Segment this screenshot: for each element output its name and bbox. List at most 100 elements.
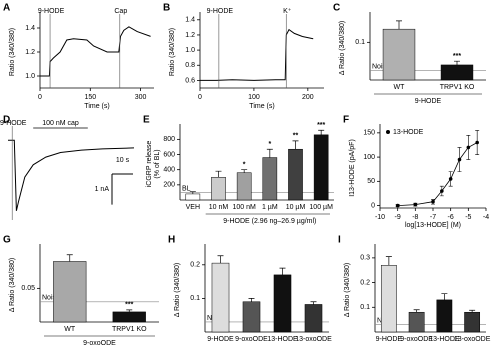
panel: IΔ Ratio (340/380)0.10.20.3Noise9-HODE9-…: [338, 235, 491, 343]
annotation: Cap: [114, 8, 127, 15]
significance: *: [268, 141, 271, 148]
x-tick-label: 0: [198, 94, 202, 101]
significance: ***: [125, 302, 133, 309]
significance: **: [293, 133, 299, 140]
panel: D9-HODE 100 nM cap 10 s 1 nA: [0, 115, 135, 220]
x-tick-label: -10: [375, 214, 385, 221]
y-axis-label: Δ Ratio (340/380): [9, 258, 16, 313]
error-bar: [292, 140, 299, 150]
y-tick-label: 50: [367, 178, 375, 185]
y-tick-label: 400: [163, 167, 175, 174]
panel-label: E: [143, 115, 150, 126]
reference-label: BL: [182, 185, 191, 192]
panel-label: C: [333, 3, 340, 14]
x-tick-label: TRPV1 KO: [440, 84, 475, 91]
x-axis-label: 9-HODE (2.96 ng–26.9 µg/ml): [223, 218, 316, 225]
y-axis-label: Ratio (340/380): [169, 28, 176, 76]
x-tick-label: 10 µM: [286, 204, 306, 211]
x-tick-label: 13-oxoODE: [295, 336, 332, 343]
error-bar: [279, 267, 286, 275]
x-tick-label: -9: [395, 214, 401, 221]
x-tick-label: WT: [64, 326, 76, 333]
point: [395, 203, 400, 208]
bar: [211, 177, 226, 201]
reference-label: Noise: [372, 63, 390, 70]
error-bar: [241, 169, 248, 173]
bar: [382, 28, 416, 81]
bar: [440, 64, 474, 81]
error-bar: [215, 170, 222, 178]
y-axis-label: Ratio (340/380): [9, 28, 16, 76]
x-tick-label: -6: [448, 214, 454, 221]
panel: HΔ Ratio (340/380)0.10.2Noise9-HODE9-oxo…: [168, 235, 332, 343]
reference-label: Noise: [42, 295, 60, 302]
annotation: 9-HODE: [207, 8, 234, 15]
bar: [313, 134, 329, 201]
y-tick-label: 600: [163, 151, 175, 158]
trace: [8, 139, 135, 211]
panel: F I13-HODE (pA/pF) 0 50 100 150 -10 -9 -8 -7 -6 -5 -…: [343, 115, 489, 229]
scale-label: 1 nA: [95, 186, 110, 193]
x-tick-label: 0: [38, 94, 42, 101]
x-tick-label: -7: [430, 214, 436, 221]
significance: *: [243, 162, 246, 169]
point: [440, 189, 444, 193]
y-tick-label: 200: [163, 182, 175, 189]
bar: [288, 148, 303, 201]
y-tick-label: 0.05: [21, 285, 35, 292]
panel: C Δ Ratio (340/380) 0.1 Noise WT *** TRPV1 KO 9…: [333, 3, 486, 105]
group-label: 9-HODE: [415, 98, 442, 105]
annotation: 100 nM cap: [42, 120, 79, 127]
x-tick-label: 100 µM: [309, 204, 333, 211]
panel-label: F: [343, 115, 349, 126]
x-tick-label: VEH: [186, 204, 200, 211]
x-tick-label: WT: [394, 84, 406, 91]
error-bar: [189, 191, 196, 194]
x-tick-label: 1 µM: [262, 204, 278, 211]
y-axis-label: I13-HODE (pA/pF): [349, 139, 356, 197]
y-axis-label: Δ Ratio (340/380): [174, 263, 181, 318]
point: [431, 199, 435, 204]
x-tick-label: 13-oxoODE: [454, 336, 491, 343]
bar: [436, 299, 453, 333]
error-bar: [217, 255, 224, 264]
significance: ***: [453, 53, 461, 60]
panel-label: G: [3, 235, 11, 246]
annotation: 9-HODE: [38, 8, 65, 15]
panel: B Ratio (340/380) 0.6 0.8 1.0 1.2 1.4 0 100 200 9-…: [163, 3, 324, 110]
legend-label: 13-HODE: [393, 129, 424, 136]
y-tick-label: 0.1: [190, 295, 200, 302]
error-bar: [454, 60, 460, 65]
bar: [236, 172, 252, 201]
panel: A Ratio (340/380) 1.0 1.2 1.4 0 150 300 9-HODE Ca…: [3, 3, 154, 110]
y-tick-label: 0.8: [185, 62, 195, 69]
y-axis-label: (% of BL): [154, 149, 161, 178]
bar: [185, 193, 201, 201]
y-tick-label: 1.2: [185, 32, 195, 39]
bar: [273, 274, 292, 333]
x-tick-label: 100 nM: [232, 204, 256, 211]
y-axis-label: iCGRP release: [146, 141, 153, 188]
x-tick-label: 13-HODE: [429, 336, 460, 343]
y-tick-label: 1.0: [25, 73, 35, 80]
annotation: K⁺: [283, 8, 292, 15]
y-tick-label: 150: [363, 130, 375, 137]
error-bar: [385, 256, 392, 266]
error-bar: [248, 298, 255, 302]
x-tick-label: 13-HODE: [267, 336, 298, 343]
significance: ***: [317, 122, 325, 129]
bar: [112, 311, 146, 323]
y-tick-label: 0: [371, 202, 375, 209]
x-tick-label: -8: [412, 214, 418, 221]
bar: [53, 261, 87, 323]
x-axis-label: Time (s): [84, 103, 109, 110]
panel-label: D: [3, 115, 10, 126]
fit-line: [397, 142, 478, 206]
trace: [40, 26, 151, 77]
x-tick-label: 9-oxoODE: [235, 336, 268, 343]
error-bar: [441, 293, 448, 300]
bar: [304, 304, 323, 333]
error-bar: [413, 309, 420, 313]
group-label: 9-oxoODE: [83, 340, 116, 347]
error-bar: [66, 254, 73, 262]
